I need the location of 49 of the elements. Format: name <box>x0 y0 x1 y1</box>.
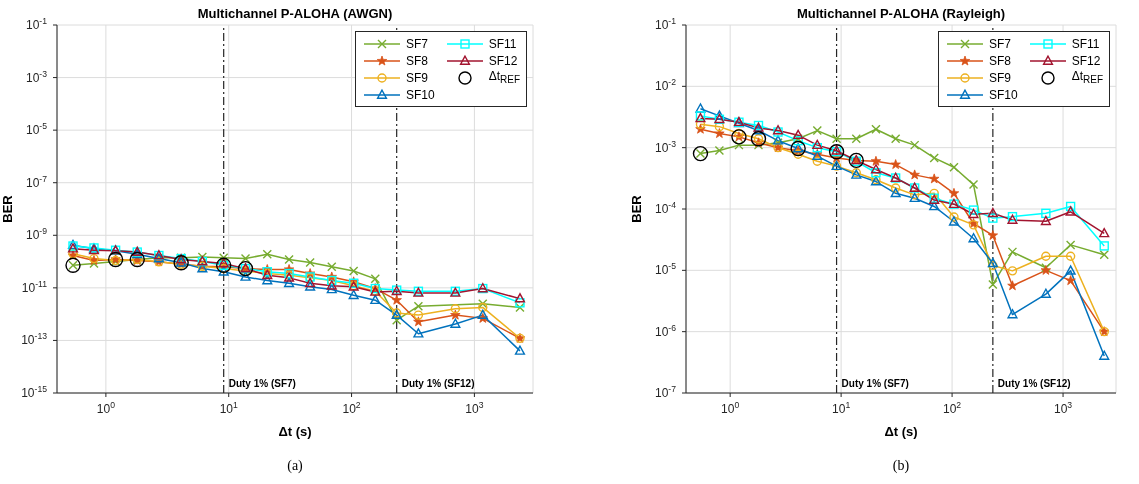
x-axis-title: Δt (s) <box>884 424 918 439</box>
x-tick-label: 10$^{1}$ <box>832 400 851 416</box>
legend-label: SF12 <box>488 53 518 68</box>
text: (b) <box>891 458 911 474</box>
x-tick-label: 10$^{0}$ <box>721 400 740 416</box>
x-tick-label: 10$^{3}$ <box>465 400 484 416</box>
legend-label: SF9 <box>988 70 1011 85</box>
legend-label: SF7 <box>988 36 1011 51</box>
y-tick-label: 10$^{-7}$ <box>654 384 677 400</box>
legend-label: SF8 <box>405 53 428 68</box>
text: (a) <box>286 458 304 474</box>
y-tick-label: 10$^{-5}$ <box>654 261 677 278</box>
y-tick-label: 10$^{-6}$ <box>654 322 677 339</box>
legend-label: SF10 <box>405 87 435 102</box>
ref-line-label: Duty 1% (SF12) <box>997 378 1071 389</box>
x-tick-label: 10$^{2}$ <box>342 400 361 416</box>
legend-label: SF11 <box>1071 36 1100 51</box>
chart-title: Multichannel P-ALOHA (Rayleigh) <box>795 6 1007 21</box>
legend-label: SF8 <box>988 53 1011 68</box>
y-axis-title: BER <box>628 194 644 223</box>
y-tick-label: 10$^{-1}$ <box>654 16 677 32</box>
chart-title: Multichannel P-ALOHA (AWGN) <box>196 6 394 21</box>
ref-line-label: Duty 1% (SF12) <box>401 378 475 389</box>
y-tick-label: 10$^{-15}$ <box>21 384 48 400</box>
y-tick-label: 10$^{-3}$ <box>654 138 677 155</box>
y-tick-label: 10$^{-3}$ <box>25 68 48 85</box>
ref-line-label: Duty 1% (SF7) <box>841 378 909 389</box>
x-tick-label: 10$^{0}$ <box>96 400 116 416</box>
legend-label: SF11 <box>488 36 517 51</box>
y-tick-label: 10$^{-9}$ <box>25 226 48 243</box>
x-axis-title: Δt (s) <box>278 424 312 439</box>
y-axis-title: BER <box>0 194 15 223</box>
y-tick-label: 10$^{-5}$ <box>25 121 48 138</box>
x-tick-label: 10$^{3}$ <box>1053 400 1073 416</box>
ref-line-label: Duty 1% (SF7) <box>228 378 296 389</box>
legend-label: Δt$_{REF}$ <box>1071 69 1103 86</box>
legend-label: Δt$_{REF}$ <box>488 69 520 86</box>
y-tick-label: 10$^{-1}$ <box>25 16 48 32</box>
legend-label: SF12 <box>1071 53 1101 68</box>
x-tick-label: 10$^{1}$ <box>219 400 238 416</box>
legend-label: SF10 <box>988 87 1018 102</box>
y-tick-label: 10$^{-4}$ <box>654 200 677 216</box>
y-tick-label: 10$^{-11}$ <box>21 278 48 295</box>
legend-label: SF7 <box>405 36 428 51</box>
x-tick-label: 10$^{2}$ <box>943 400 962 416</box>
y-tick-label: 10$^{-7}$ <box>25 173 48 190</box>
legend-label: SF9 <box>405 70 428 85</box>
y-tick-label: 10$^{-13}$ <box>21 331 48 348</box>
y-tick-label: 10$^{-2}$ <box>654 77 677 94</box>
